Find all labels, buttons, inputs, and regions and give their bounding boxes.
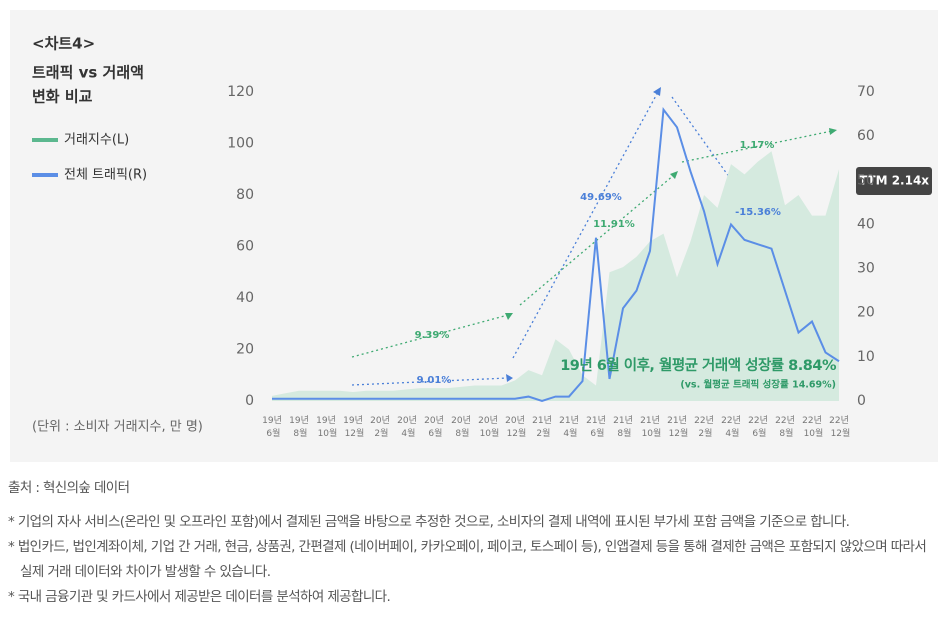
y2-tick-label: 30 [857, 261, 875, 277]
y2-tick-label: 70 [857, 84, 875, 100]
x-tick-label: 21년 12월 [666, 415, 689, 439]
y-tick-label: 120 [227, 84, 254, 100]
y2-tick-label: 40 [857, 216, 875, 232]
annotation: 9.39% [415, 330, 450, 341]
x-tick-label: 19년 8월 [289, 415, 309, 439]
chart-subtitle: 변화 비교 [32, 88, 93, 106]
legend-swatch [32, 173, 58, 177]
x-tick-label: 22년 4월 [721, 415, 741, 439]
badge: TTM 2.14x [859, 174, 929, 188]
x-tick-label: 20년 4월 [397, 415, 417, 439]
x-tick-label: 21년 8월 [613, 415, 633, 439]
x-tick-label: 21년 2월 [532, 415, 552, 439]
note: * 기업의 자사 서비스(온라인 및 오프라인 포함)에서 결제된 금액을 바탕… [8, 514, 850, 530]
unit-note: (단위 : 소비자 거래지수, 만 명) [32, 420, 203, 435]
y2-tick-label: 20 [857, 305, 875, 321]
chart: <차트4> 트래픽 vs 거래액 변화 비교 (단위 : 소비자 거래지수, 만… [10, 10, 938, 462]
y2-tick-label: 60 [857, 128, 875, 144]
annotation: 11.91% [593, 219, 635, 230]
arrow-head [829, 128, 837, 135]
x-tick-label: 19년 12월 [342, 415, 365, 439]
arrow-head [670, 171, 678, 179]
x-tick-label: 21년 10월 [639, 415, 662, 439]
line [272, 107, 840, 403]
y-tick-label: 80 [236, 187, 254, 203]
annotation: 49.69% [580, 192, 622, 203]
x-tick-label: 20년 10월 [477, 415, 500, 439]
x-tick-label: 21년 6월 [586, 415, 606, 439]
y-tick-label: 100 [227, 136, 254, 152]
arrow-head [653, 87, 661, 96]
arrow [351, 314, 509, 358]
y2-tick-label: 0 [857, 393, 866, 409]
arrow [351, 377, 509, 386]
chart-title: <차트4> [32, 35, 95, 53]
headline: 19년 6월 이후, 월평균 거래액 성장률 8.84% [560, 356, 837, 374]
y2-tick-label: 10 [857, 349, 875, 365]
x-tick-label: 19년 6월 [262, 415, 282, 439]
y-tick-label: 0 [245, 393, 254, 409]
chart-subtitle: 트래픽 vs 거래액 [32, 64, 144, 82]
legend-label: 전체 트래픽(R) [64, 168, 147, 183]
x-tick-label: 20년 8월 [451, 415, 471, 439]
note: * 법인카드, 법인계좌이체, 기업 간 거래, 현금, 상품권, 간편결제 (… [8, 539, 927, 580]
badge-bg [856, 167, 932, 195]
legend-swatch [32, 138, 58, 142]
x-tick-label: 22년 2월 [694, 415, 714, 439]
x-tick-label: 22년 10월 [801, 415, 824, 439]
y-tick-label: 20 [236, 342, 254, 358]
x-tick-label: 20년 2월 [370, 415, 390, 439]
arrow-head [506, 374, 513, 382]
annotation: -15.36% [735, 207, 781, 218]
note: * 국내 금융기관 및 카드사에서 제공받은 데이터를 분석하여 제공합니다. [8, 589, 391, 605]
source: 출처 : 혁신의숲 데이터 [8, 480, 130, 496]
x-tick-label: 22년 8월 [775, 415, 795, 439]
x-tick-label: 22년 12월 [828, 415, 851, 439]
area [272, 151, 839, 401]
annotation: 9.01% [417, 375, 452, 386]
headline-sub: (vs. 월평균 트래픽 성장률 14.69%) [680, 379, 836, 391]
arrow [512, 91, 659, 359]
annotation: 1.17% [740, 140, 775, 151]
arrow-head [505, 313, 513, 320]
x-tick-label: 19년 10월 [315, 415, 338, 439]
x-tick-label: 22년 6월 [748, 415, 768, 439]
y2-tick-label: 50 [857, 172, 875, 188]
footer: 출처 : 혁신의숲 데이터 * 기업의 자사 서비스(온라인 및 오프라인 포함… [8, 476, 936, 610]
arrow [681, 130, 833, 163]
legend-label: 거래지수(L) [64, 133, 129, 148]
x-tick-label: 21년 4월 [559, 415, 579, 439]
x-tick-label: 20년 12월 [504, 415, 527, 439]
y-tick-label: 40 [236, 290, 254, 306]
x-tick-label: 20년 6월 [424, 415, 444, 439]
y-tick-label: 60 [236, 239, 254, 255]
